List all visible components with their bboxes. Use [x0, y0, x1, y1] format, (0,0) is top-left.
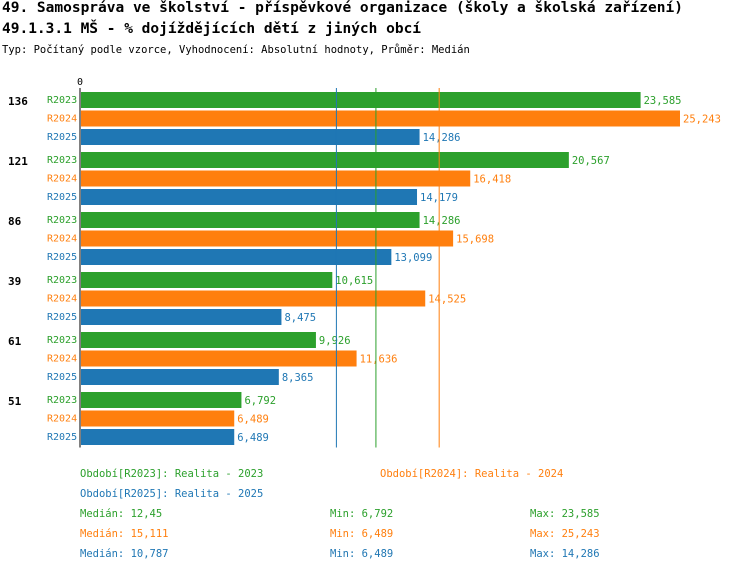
bar-r2025-121 — [81, 189, 418, 205]
value-label-r2023-86: 14,286 — [423, 215, 461, 227]
series-label-r2025-136: R2025 — [47, 132, 77, 143]
value-label-r2023-39: 10,615 — [335, 275, 373, 287]
value-label-r2023-61: 9,926 — [319, 335, 351, 347]
min-r2024: Min: 6,489 — [330, 528, 394, 540]
legend-period-r2025: Období[R2025]: Realita - 2025 — [80, 488, 264, 500]
series-label-r2023-136: R2023 — [47, 95, 77, 106]
chart-subtitle: 49.1.3.1 MŠ - % dojíždějících dětí z jin… — [2, 21, 422, 37]
chart-title: 49. Samospráva ve školství - příspěvkové… — [2, 0, 683, 16]
group-label-86: 86 — [8, 215, 22, 228]
series-label-r2024-136: R2024 — [47, 114, 77, 125]
value-label-r2025-51: 6,489 — [237, 432, 269, 444]
median-r2024: Medián: 15,111 — [80, 528, 169, 540]
median-r2023: Medián: 12,45 — [80, 508, 163, 520]
group-label-136: 136 — [8, 95, 28, 108]
median-r2025: Medián: 10,787 — [80, 548, 169, 560]
bar-r2025-61 — [81, 369, 279, 385]
group-label-39: 39 — [8, 275, 21, 288]
value-label-r2025-86: 13,099 — [394, 252, 432, 264]
max-r2025: Max: 14,286 — [530, 548, 600, 560]
value-label-r2025-61: 8,365 — [282, 372, 314, 384]
group-label-51: 51 — [8, 395, 22, 408]
value-label-r2023-121: 20,567 — [572, 155, 610, 167]
legend-period-r2024: Období[R2024]: Realita - 2024 — [380, 468, 564, 480]
series-label-r2024-51: R2024 — [47, 414, 77, 425]
bar-r2025-51 — [81, 429, 235, 445]
series-label-r2024-39: R2024 — [47, 294, 77, 305]
value-label-r2024-136: 25,243 — [683, 114, 721, 126]
series-label-r2025-39: R2025 — [47, 312, 77, 323]
value-label-r2024-86: 15,698 — [456, 234, 494, 246]
bar-r2023-86 — [81, 212, 420, 228]
bar-r2024-51 — [81, 410, 235, 427]
max-r2024: Max: 25,243 — [530, 528, 600, 540]
axis-zero-label: 0 — [77, 77, 83, 88]
bar-r2025-86 — [81, 249, 392, 265]
value-label-r2023-51: 6,792 — [244, 395, 276, 407]
value-label-r2025-39: 8,475 — [284, 312, 316, 324]
series-label-r2024-86: R2024 — [47, 234, 77, 245]
bar-r2023-61 — [81, 332, 316, 348]
series-label-r2025-86: R2025 — [47, 252, 77, 263]
bar-r2024-61 — [81, 350, 357, 367]
series-label-r2023-121: R2023 — [47, 155, 77, 166]
min-r2025: Min: 6,489 — [330, 548, 394, 560]
series-label-r2024-121: R2024 — [47, 174, 77, 185]
bar-r2024-86 — [81, 230, 454, 247]
bar-r2023-121 — [81, 152, 569, 168]
value-label-r2024-61: 11,636 — [360, 354, 398, 366]
bar-r2025-136 — [81, 129, 420, 145]
value-label-r2023-136: 23,585 — [644, 95, 682, 107]
legend-period-r2023: Období[R2023]: Realita - 2023 — [80, 468, 264, 480]
bar-r2023-39 — [81, 272, 333, 288]
bar-chart: 0 136 R2023 23,585 R2024 25,243 R2025 14,286 121… — [8, 77, 721, 448]
series-label-r2025-61: R2025 — [47, 372, 77, 383]
value-label-r2025-136: 14,286 — [423, 132, 461, 144]
value-label-r2024-39: 14,525 — [428, 294, 466, 306]
value-label-r2024-51: 6,489 — [237, 414, 269, 426]
chart-type-info: Typ: Počítaný podle vzorce, Vyhodnocení:… — [2, 44, 470, 56]
max-r2023: Max: 23,585 — [530, 508, 600, 520]
group-label-61: 61 — [8, 335, 22, 348]
series-label-r2023-51: R2023 — [47, 395, 77, 406]
series-label-r2025-51: R2025 — [47, 432, 77, 443]
series-label-r2023-39: R2023 — [47, 275, 77, 286]
bar-r2024-39 — [81, 290, 426, 307]
bar-r2024-136 — [81, 110, 680, 127]
series-label-r2024-61: R2024 — [47, 354, 77, 365]
min-r2023: Min: 6,792 — [330, 508, 394, 520]
series-label-r2023-86: R2023 — [47, 215, 77, 226]
series-label-r2025-121: R2025 — [47, 192, 77, 203]
bar-r2024-121 — [81, 170, 471, 187]
group-label-121: 121 — [8, 155, 28, 168]
bar-r2025-39 — [81, 309, 282, 325]
series-label-r2023-61: R2023 — [47, 335, 77, 346]
value-label-r2024-121: 16,418 — [473, 174, 511, 186]
bar-r2023-51 — [81, 392, 242, 408]
bar-r2023-136 — [81, 92, 641, 108]
